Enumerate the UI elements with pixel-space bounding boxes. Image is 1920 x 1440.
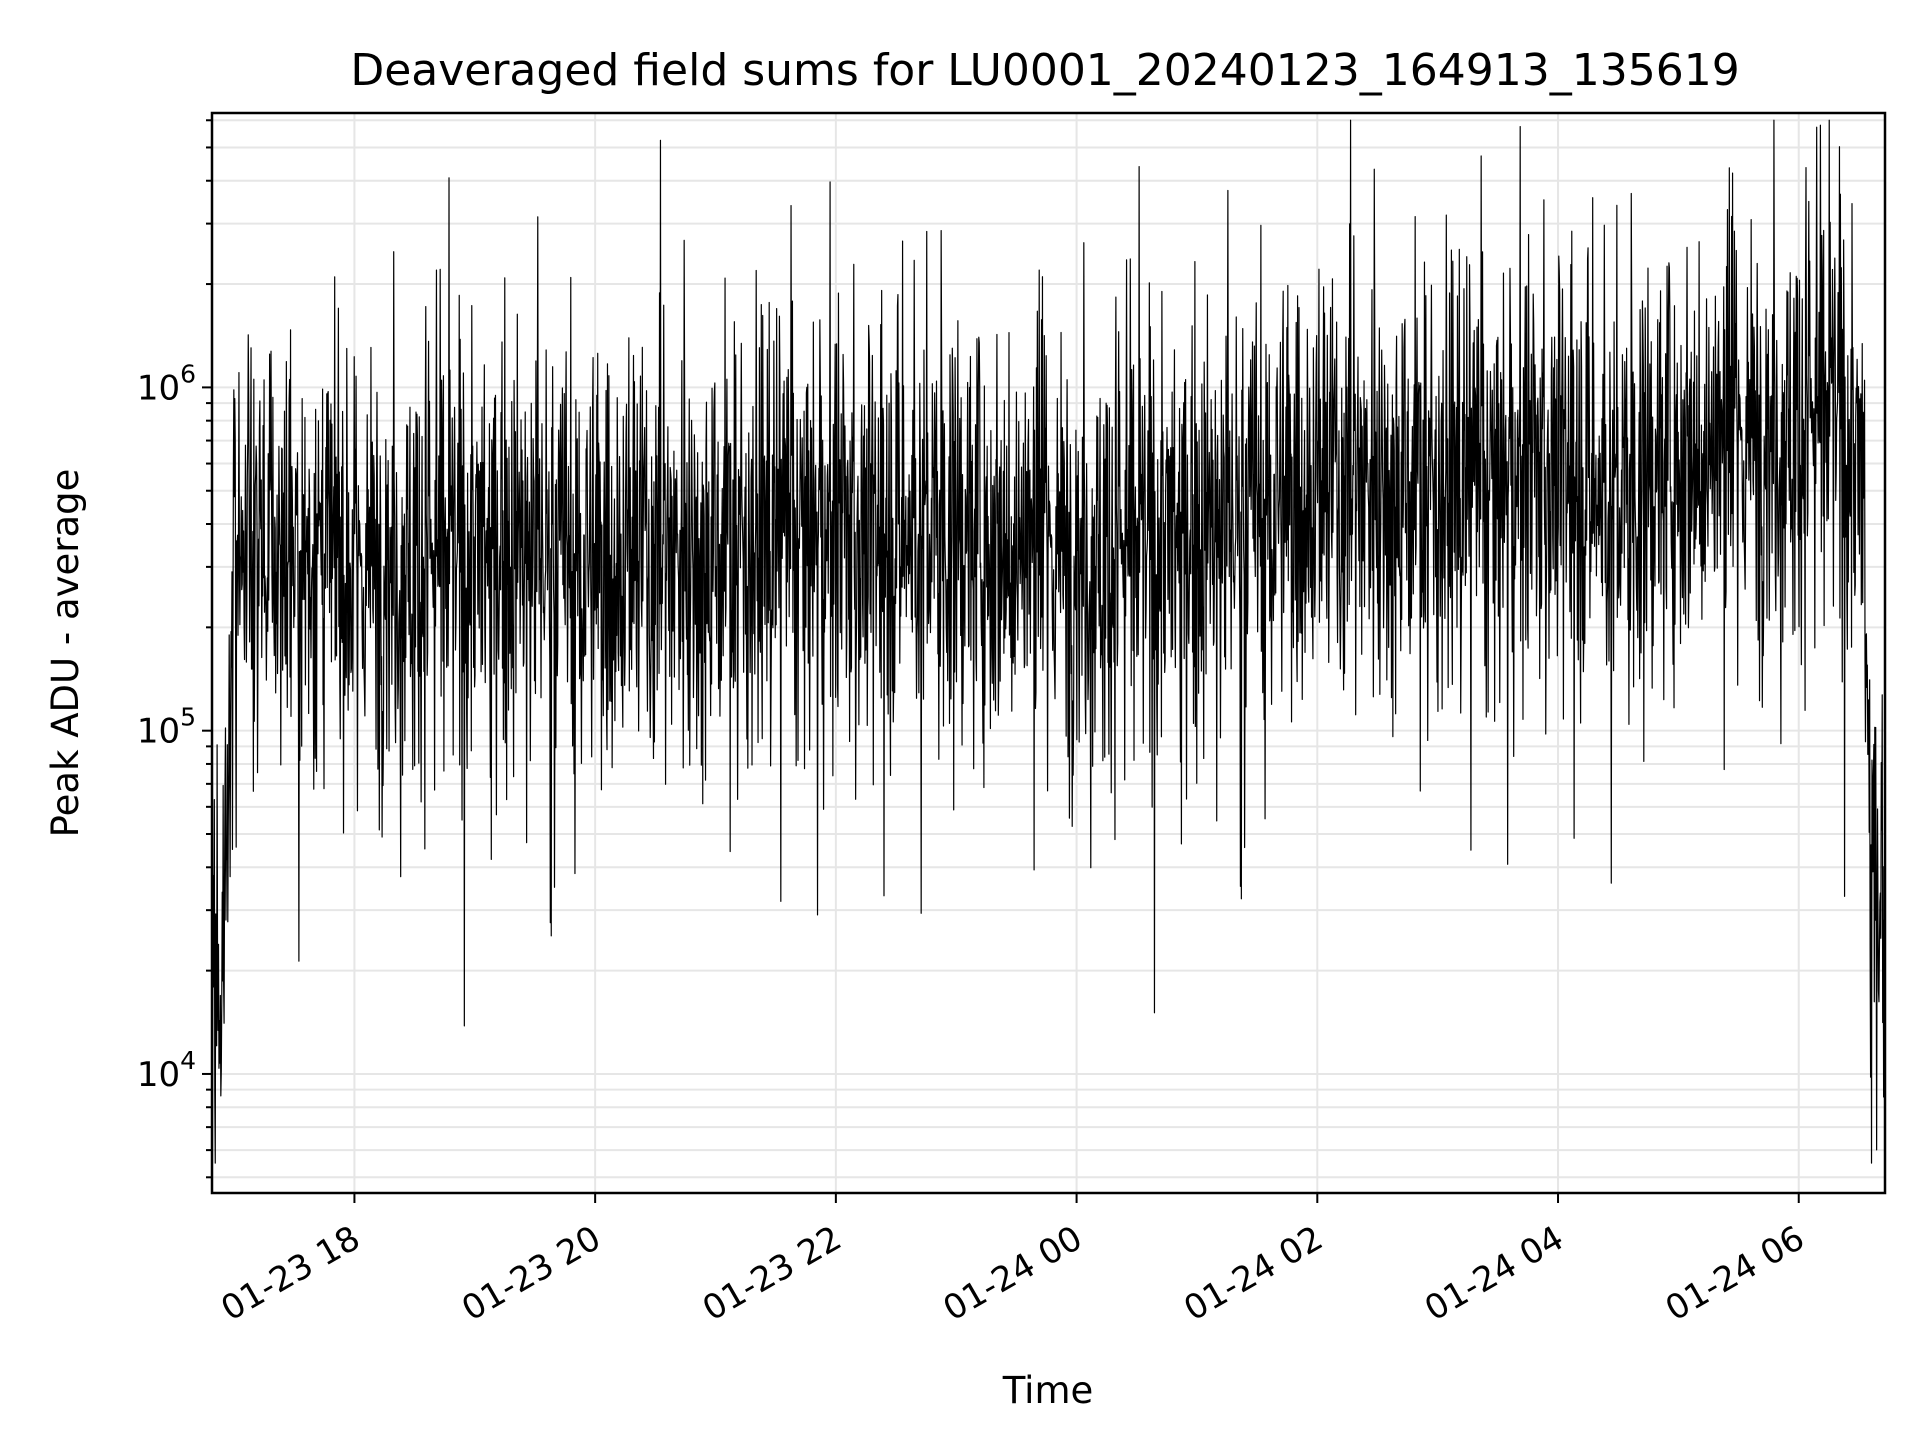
x-tick-label: 01-23 20 — [455, 1218, 607, 1329]
x-tick-label: 01-24 00 — [937, 1218, 1089, 1329]
x-tick-label: 01-24 04 — [1418, 1218, 1570, 1329]
y-tick-label: 104 — [137, 1046, 196, 1095]
x-axis-label: Time — [1002, 1369, 1094, 1412]
data-series — [211, 119, 1886, 1164]
x-tick-label: 01-24 06 — [1659, 1218, 1811, 1329]
x-axis: 01-23 18 01-23 20 01-23 22 01-24 00 01-24 02… — [215, 1193, 1811, 1329]
y-axis: 104 105 106 — [137, 119, 212, 1179]
x-tick-label: 01-23 22 — [696, 1218, 848, 1329]
x-tick-label: 01-24 02 — [1177, 1218, 1329, 1329]
y-tick-label: 106 — [137, 359, 196, 408]
series-line — [211, 119, 1886, 1164]
y-tick-label: 105 — [137, 703, 196, 752]
y-axis-label: Peak ADU - average — [44, 469, 87, 838]
plot-frame — [210, 111, 1887, 1195]
x-tick-label: 01-23 18 — [215, 1218, 367, 1329]
chart-title: Deaveraged field sums for LU0001_2024012… — [350, 45, 1739, 96]
